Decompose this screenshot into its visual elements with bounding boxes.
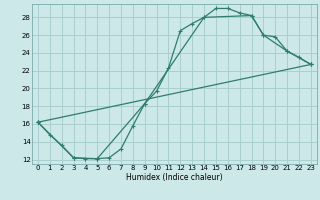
X-axis label: Humidex (Indice chaleur): Humidex (Indice chaleur) (126, 173, 223, 182)
